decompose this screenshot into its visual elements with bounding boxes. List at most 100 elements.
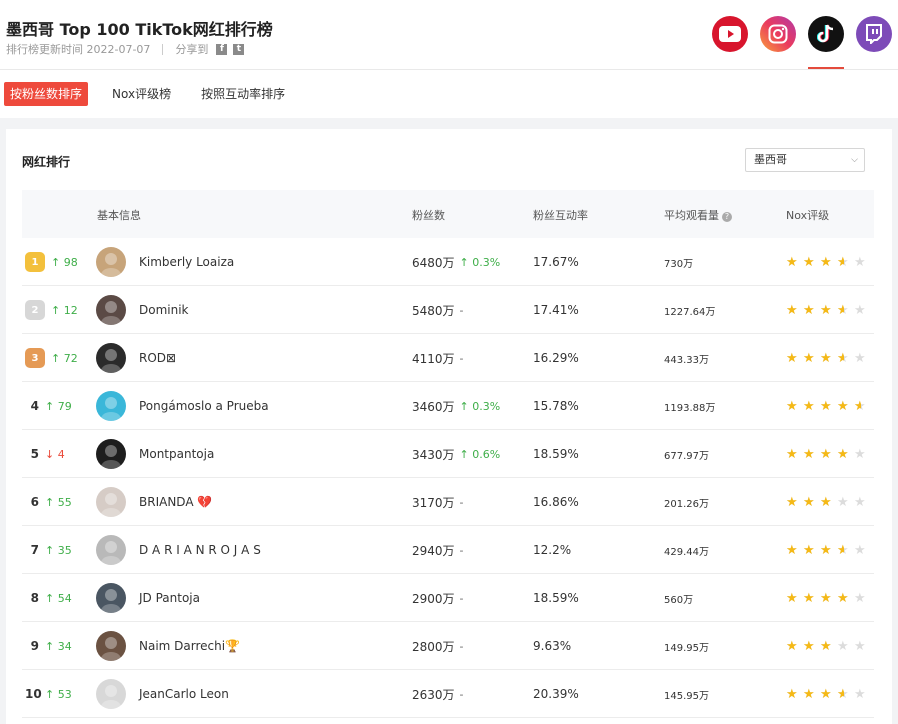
update-time: 排行榜更新时间 2022-07-07	[6, 43, 151, 56]
table-row[interactable]: 1 ↑ 98 Kimberly Loaiza 6480万 ↑ 0.3% 17.6…	[22, 238, 874, 286]
fans-delta-value: 0.3%	[472, 255, 501, 269]
engagement-rate: 17.41%	[533, 303, 579, 317]
influencer-name[interactable]: JD Pantoja	[139, 591, 200, 605]
avatar[interactable]	[96, 295, 126, 325]
table-row[interactable]: 3 ↑ 72 ROD⊠ 4110万 - 16.29% 443.33万 ★ ★ ★ ★ ★…	[22, 334, 874, 382]
avatar[interactable]	[96, 439, 126, 469]
avg-views: 443.33万	[664, 354, 709, 366]
header-engagement[interactable]: 粉丝互动率	[533, 209, 588, 222]
header-fans[interactable]: 粉丝数	[412, 209, 445, 222]
table-row[interactable]: 2 ↑ 12 Dominik 5480万 - 17.41% 1227.64万 ★…	[22, 286, 874, 334]
fans-count: 4110万	[412, 351, 455, 366]
star-icon: ★★	[803, 446, 815, 462]
share-label: 分享到	[175, 43, 209, 56]
rank-change-value: 12	[63, 303, 78, 317]
rank-cell: 2 ↑ 12	[24, 286, 94, 334]
star-icon: ★★	[820, 446, 832, 462]
rank-medal-icon: 3	[25, 348, 45, 368]
star-icon: ★★	[803, 350, 815, 366]
header-avg-views[interactable]: 平均观看量?	[664, 207, 732, 223]
star-rating: ★★ ★★ ★★ ★★ ★★	[786, 304, 867, 317]
rank-change-value: 53	[57, 687, 72, 701]
tab-sort-by-fans[interactable]: 按粉丝数排序	[4, 82, 89, 106]
fans-delta-value: 0.3%	[472, 399, 501, 413]
rank-change-arrow-icon: ↑	[45, 639, 55, 653]
ranking-table: 基本信息 粉丝数 粉丝互动率 平均观看量? Nox评级 1 ↑ 98 Kimbe…	[22, 190, 874, 718]
avatar[interactable]	[96, 391, 126, 421]
page-header: 墨西哥 Top 100 TikTok网红排行榜 排行榜更新时间 2022-07-…	[0, 0, 898, 118]
avatar-cell	[96, 382, 126, 430]
avatar[interactable]	[96, 247, 126, 277]
avg-views: 1193.88万	[664, 402, 716, 414]
fans-delta: -	[460, 352, 464, 365]
influencer-name[interactable]: Pongámoslo a Prueba	[139, 399, 269, 413]
rank-change-arrow-icon: ↑	[51, 255, 61, 269]
fans-count: 2800万	[412, 639, 455, 654]
active-platform-indicator	[808, 67, 844, 69]
rank-change-value: 54	[57, 591, 72, 605]
star-icon: ★★	[854, 398, 866, 414]
twitter-icon[interactable]: t	[233, 43, 245, 55]
avatar[interactable]	[96, 535, 126, 565]
star-icon: ★★	[803, 638, 815, 654]
table-row[interactable]: 8 ↑ 54 JD Pantoja 2900万 - 18.59% 560万 ★ ★…	[22, 574, 874, 622]
tab-sort-by-engagement[interactable]: 按照互动率排序	[201, 87, 286, 101]
tab-nox-rating[interactable]: Nox评级榜	[112, 87, 172, 101]
tiktok-icon[interactable]	[808, 16, 844, 52]
avatar[interactable]	[96, 487, 126, 517]
rank-change-value: 34	[57, 639, 72, 653]
avatar[interactable]	[96, 631, 126, 661]
table-row[interactable]: 4 ↑ 79 Pongámoslo a Prueba 3460万 ↑ 0.3% …	[22, 382, 874, 430]
influencer-name[interactable]: Kimberly Loaiza	[139, 255, 235, 269]
table-row[interactable]: 6 ↑ 55 BRIANDA 💔 3170万 - 16.86% 201.26万 …	[22, 478, 874, 526]
fans-cell: 2800万 -	[412, 622, 464, 670]
rank-medal-icon: 2	[25, 300, 45, 320]
star-icon: ★★	[820, 590, 832, 606]
fans-delta: ↑ 0.3%	[459, 255, 501, 269]
rank-number: 10	[25, 687, 42, 701]
table-row[interactable]: 7 ↑ 35 D A R I A N R O J A S 2940万 - 12.…	[22, 526, 874, 574]
star-icon: ★★	[854, 638, 866, 654]
table-row[interactable]: 10 ↑ 53 JeanCarlo Leon 2630万 - 20.39% 14…	[22, 670, 874, 718]
help-icon[interactable]: ?	[722, 212, 732, 222]
rank-number: 5	[30, 447, 39, 461]
fans-cell: 2940万 -	[412, 526, 464, 574]
influencer-name[interactable]: ROD⊠	[139, 351, 177, 365]
influencer-name[interactable]: Dominik	[139, 303, 189, 317]
fans-delta: -	[460, 304, 464, 317]
table-row[interactable]: 9 ↑ 34 Naim Darrechi🏆 2800万 - 9.63% 149.…	[22, 622, 874, 670]
fans-cell: 3430万 ↑ 0.6%	[412, 430, 500, 478]
table-row[interactable]: 5 ↓ 4 Montpantoja 3430万 ↑ 0.6% 18.59% 67…	[22, 430, 874, 478]
rank-change: ↑ 54	[45, 592, 72, 605]
star-icon: ★★	[854, 542, 866, 558]
influencer-name[interactable]: Naim Darrechi🏆	[139, 639, 241, 653]
influencer-name[interactable]: JeanCarlo Leon	[139, 687, 229, 701]
engagement-rate: 16.86%	[533, 495, 579, 509]
avatar-cell	[96, 622, 126, 670]
fans-count: 5480万	[412, 303, 455, 318]
instagram-icon[interactable]	[760, 16, 796, 52]
star-icon: ★★	[786, 494, 798, 510]
influencer-name[interactable]: Montpantoja	[139, 447, 215, 461]
star-icon: ★★	[803, 686, 815, 702]
avatar-cell	[96, 238, 126, 286]
star-rating: ★★ ★★ ★★ ★★ ★★	[786, 592, 867, 605]
avatar-cell	[96, 478, 126, 526]
nox-rating: ★★ ★★ ★★ ★★ ★★	[786, 334, 867, 382]
header-nox-rating[interactable]: Nox评级	[786, 209, 830, 222]
twitch-icon[interactable]	[856, 16, 892, 52]
avatar[interactable]	[96, 679, 126, 709]
avatar[interactable]	[96, 583, 126, 613]
influencer-name[interactable]: BRIANDA 💔	[139, 495, 213, 509]
rank-change-arrow-icon: ↑	[45, 591, 55, 605]
influencer-name[interactable]: D A R I A N R O J A S	[139, 543, 261, 557]
avg-views: 429.44万	[664, 546, 709, 558]
nox-rating: ★★ ★★ ★★ ★★ ★★	[786, 622, 867, 670]
avatar[interactable]	[96, 343, 126, 373]
region-select[interactable]: 墨西哥 ⌵	[745, 148, 865, 172]
rank-change: ↑ 72	[51, 352, 78, 365]
facebook-icon[interactable]: f	[216, 43, 228, 55]
youtube-icon[interactable]	[712, 16, 748, 52]
star-icon: ★★	[837, 542, 849, 558]
fans-delta-value: -	[459, 543, 464, 557]
